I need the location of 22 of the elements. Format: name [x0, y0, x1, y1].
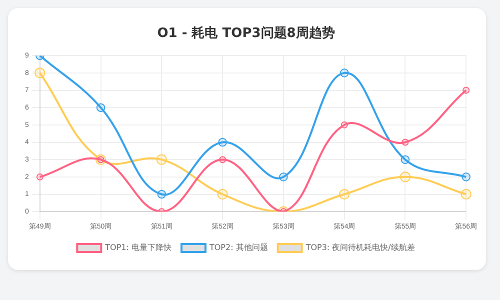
- legend-label: TOP1: 电量下降快: [104, 243, 172, 252]
- point: [96, 103, 106, 112]
- point: [400, 155, 410, 164]
- point: [156, 154, 167, 165]
- point: [218, 138, 227, 147]
- chart-title: O1 - 耗电 TOP3问题8周趋势: [157, 25, 335, 42]
- point: [34, 68, 46, 78]
- point: [462, 172, 471, 182]
- point: [157, 190, 166, 199]
- point: [219, 156, 226, 164]
- legend-label: TOP3: 夜间待机耗电快/续航差: [304, 243, 415, 252]
- point: [279, 172, 288, 182]
- point: [339, 188, 350, 200]
- point: [217, 188, 228, 200]
- point: [340, 68, 349, 78]
- legend-label: TOP2: 其他问题: [208, 243, 268, 252]
- point: [460, 188, 472, 200]
- point: [340, 121, 348, 128]
- point: [36, 173, 44, 180]
- point: [462, 86, 470, 94]
- point: [400, 172, 411, 182]
- point: [402, 138, 409, 146]
